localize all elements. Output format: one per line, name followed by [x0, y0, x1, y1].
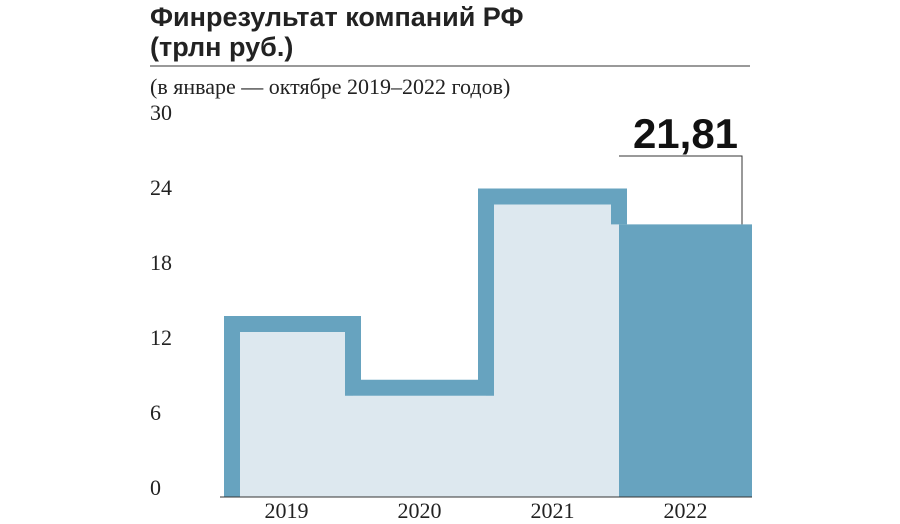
y-tick-label: 12: [150, 325, 172, 350]
y-tick-label: 24: [150, 175, 172, 200]
y-tick-label: 0: [150, 475, 161, 500]
leader-line: [619, 155, 743, 225]
y-tick-label: 18: [150, 250, 172, 275]
x-tick-label: 2020: [398, 498, 442, 523]
bar: [619, 224, 752, 497]
x-tick-label: 2019: [265, 498, 309, 523]
subtitle: (в январе — октябре 2019–2022 годов): [150, 74, 510, 99]
bar: [486, 204, 619, 497]
y-tick-label: 30: [150, 100, 172, 125]
bar-outline: [224, 188, 627, 497]
y-tick-label: 6: [150, 400, 161, 425]
x-tick-label: 2021: [531, 498, 575, 523]
chart-title: Финрезультат компаний РФ: [150, 2, 524, 32]
value-label: 21,81: [633, 110, 738, 157]
bar: [232, 332, 353, 497]
bar: [353, 395, 486, 497]
x-tick-label: 2022: [664, 498, 708, 523]
chart-title-line2: (трлн руб.): [150, 32, 293, 62]
